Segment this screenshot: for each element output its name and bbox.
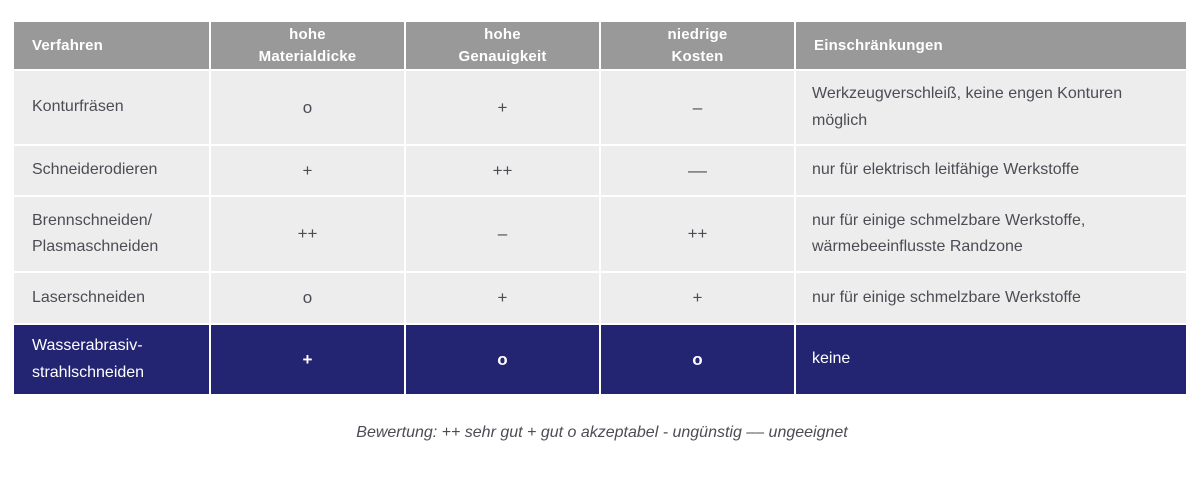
rating-cell-kosten: ++ [601, 197, 794, 271]
table-header-row: Verfahren hohe Materialdicke hohe Genaui… [14, 22, 1186, 69]
restrictions-cell: nur für einige schmelzbare Werkstoffe, w… [796, 197, 1186, 271]
rating-cell-materialdicke: o [211, 273, 404, 323]
process-name-cell: Brennschneiden/ Plasmaschneiden [14, 197, 209, 271]
rating-cell-materialdicke: + [211, 325, 404, 394]
column-header-verfahren: Verfahren [14, 22, 209, 69]
process-name-cell: Konturfräsen [14, 71, 209, 144]
rating-cell-kosten: o [601, 325, 794, 394]
column-header-einschraenkungen: Einschränkungen [796, 22, 1186, 69]
restrictions-cell: nur für einige schmelzbare Werkstoffe [796, 273, 1186, 323]
restrictions-cell: nur für elektrisch leitfähige Werkstoffe [796, 146, 1186, 195]
rating-cell-materialdicke: ++ [211, 197, 404, 271]
rating-cell-genauigkeit: o [406, 325, 599, 394]
column-header-kosten: niedrige Kosten [601, 22, 794, 69]
rating-cell-materialdicke: o [211, 71, 404, 144]
table-row-laserschneiden: Laserschneiden o + + nur für einige schm… [14, 273, 1186, 323]
table-row-brennschneiden-plasmaschneiden: Brennschneiden/ Plasmaschneiden ++ – ++ … [14, 197, 1186, 271]
table-row-wasserabrasivstrahlschneiden-highlighted: Wasserabrasiv- strahlschneiden + o o kei… [14, 325, 1186, 394]
rating-cell-kosten: –– [601, 146, 794, 195]
rating-cell-materialdicke: + [211, 146, 404, 195]
restrictions-cell: Werkzeugverschleiß, keine engen Konturen… [796, 71, 1186, 144]
rating-cell-genauigkeit: ++ [406, 146, 599, 195]
column-header-materialdicke: hohe Materialdicke [211, 22, 404, 69]
rating-cell-genauigkeit: + [406, 273, 599, 323]
process-name-cell: Wasserabrasiv- strahlschneiden [14, 325, 209, 394]
comparison-table: Verfahren hohe Materialdicke hohe Genaui… [12, 20, 1188, 396]
restrictions-cell: keine [796, 325, 1186, 394]
rating-cell-genauigkeit: + [406, 71, 599, 144]
process-name-cell: Laserschneiden [14, 273, 209, 323]
rating-legend-caption: Bewertung: ++ sehr gut + gut o akzeptabe… [356, 424, 848, 441]
rating-cell-genauigkeit: – [406, 197, 599, 271]
column-header-genauigkeit: hohe Genauigkeit [406, 22, 599, 69]
table-row-konturfraesen: Konturfräsen o + – Werkzeugverschleiß, k… [14, 71, 1186, 144]
table-row-schneiderodieren: Schneiderodieren + ++ –– nur für elektri… [14, 146, 1186, 195]
rating-cell-kosten: + [601, 273, 794, 323]
rating-cell-kosten: – [601, 71, 794, 144]
process-name-cell: Schneiderodieren [14, 146, 209, 195]
